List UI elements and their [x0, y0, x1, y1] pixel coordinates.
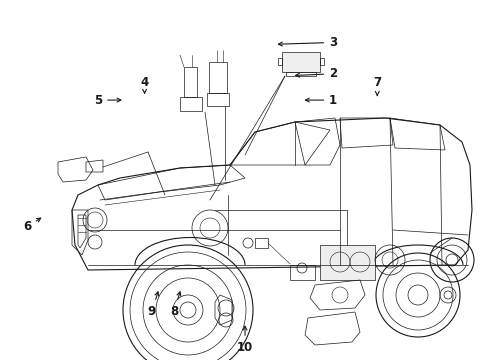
- Text: 10: 10: [237, 326, 253, 354]
- Polygon shape: [320, 245, 375, 280]
- Text: 1: 1: [305, 94, 337, 107]
- Text: 6: 6: [23, 218, 41, 233]
- Text: 8: 8: [170, 292, 181, 318]
- Text: 4: 4: [141, 76, 148, 93]
- Text: 3: 3: [278, 36, 337, 49]
- Text: 9: 9: [148, 292, 159, 318]
- Text: 7: 7: [373, 76, 381, 95]
- Text: 2: 2: [295, 67, 337, 80]
- Polygon shape: [282, 52, 320, 72]
- Text: 5: 5: [94, 94, 121, 107]
